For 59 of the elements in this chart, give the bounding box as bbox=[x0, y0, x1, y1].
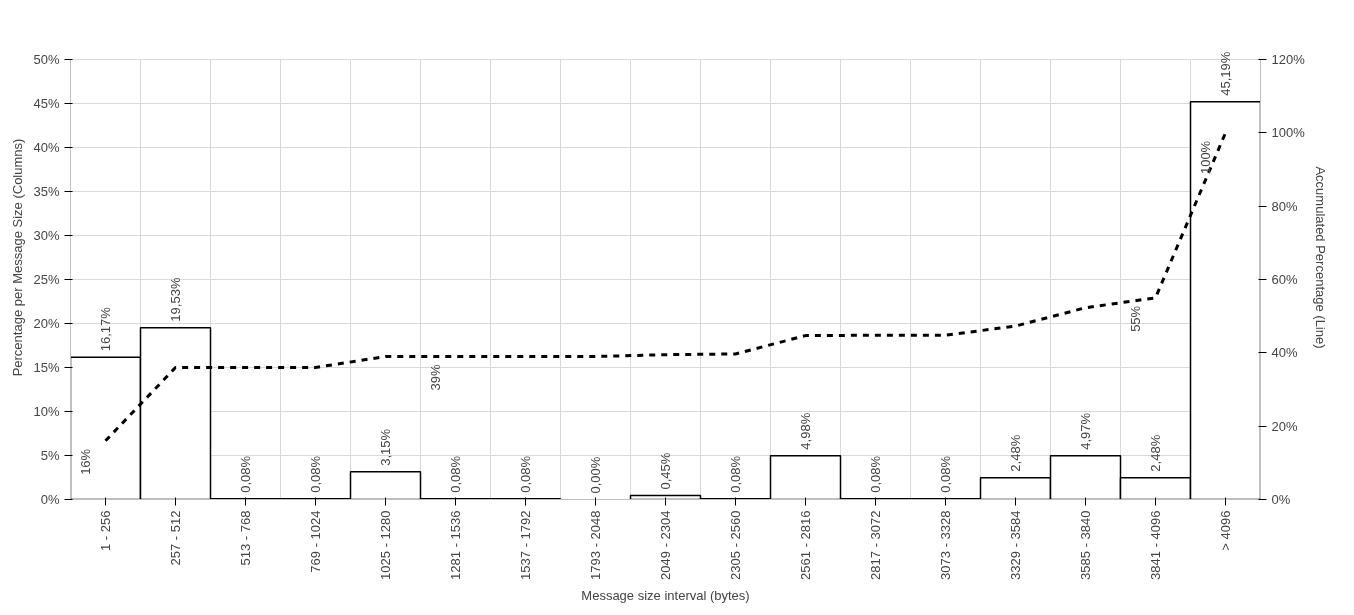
x-tick-label: 1 - 256 bbox=[98, 510, 113, 551]
data-label: 0,08% bbox=[238, 455, 253, 493]
y-tick-label: 30% bbox=[33, 228, 60, 243]
y2-tick-label: 100% bbox=[1271, 125, 1306, 141]
data-label: 39% bbox=[428, 364, 443, 391]
x-tick-label: 2305 - 2560 bbox=[728, 510, 743, 580]
x-axis-title: Message size interval (bytes) bbox=[581, 587, 750, 603]
x-tick-label: 513 - 768 bbox=[238, 510, 253, 566]
x-tick-label: 1537 - 1792 bbox=[518, 510, 533, 580]
data-label: 19,53% bbox=[168, 277, 183, 322]
data-label: 0,08% bbox=[448, 455, 463, 493]
data-label: 2,48% bbox=[1148, 434, 1163, 472]
data-label: 0,00% bbox=[588, 456, 603, 494]
data-label: 0,08% bbox=[728, 455, 743, 493]
x-tick-label: 2049 - 2304 bbox=[658, 510, 673, 580]
y-tick-label: 50% bbox=[33, 52, 60, 67]
data-label: 45,19% bbox=[1218, 51, 1233, 96]
y-tick-label: 40% bbox=[33, 140, 60, 155]
data-label: 3,15% bbox=[378, 428, 393, 466]
y2-tick-label: 20% bbox=[1271, 418, 1298, 434]
data-label: 0,45% bbox=[658, 452, 673, 490]
y-tick-label: 35% bbox=[33, 184, 60, 199]
x-tick-label: 3073 - 3328 bbox=[938, 510, 953, 580]
y-tick-label: 45% bbox=[33, 96, 60, 111]
data-label: 2,48% bbox=[1008, 434, 1023, 472]
data-label: 0,08% bbox=[518, 455, 533, 493]
data-label: 4,98% bbox=[798, 412, 813, 450]
y2-tick-label: 60% bbox=[1271, 272, 1298, 287]
y-tick-label: 20% bbox=[33, 316, 60, 331]
data-label: 0,08% bbox=[938, 455, 953, 493]
y2-tick-label: 40% bbox=[1271, 345, 1298, 361]
data-label: 0,08% bbox=[868, 455, 883, 493]
y-axis-title: Percentage per Message Size (Columns) bbox=[10, 138, 26, 377]
data-label: 100% bbox=[1198, 140, 1213, 175]
data-label: 4,97% bbox=[1078, 412, 1093, 450]
y-tick-label: 25% bbox=[33, 272, 60, 287]
x-tick-label: 2817 - 3072 bbox=[868, 510, 883, 580]
y2-tick-label: 80% bbox=[1271, 198, 1298, 214]
y-tick-label: 10% bbox=[33, 404, 60, 419]
x-tick-label: 257 - 512 bbox=[168, 510, 183, 566]
data-label: 16,17% bbox=[98, 306, 113, 352]
x-tick-label: > 4096 bbox=[1218, 510, 1233, 551]
x-tick-label: 1025 - 1280 bbox=[378, 510, 393, 580]
y2-axis-title: Accumulated Percentage (Line) bbox=[1312, 166, 1328, 349]
x-tick-label: 1793 - 2048 bbox=[588, 510, 603, 580]
x-tick-label: 3585 - 3840 bbox=[1078, 510, 1093, 580]
data-label: 0,08% bbox=[308, 455, 323, 493]
y2-tick-label: 120% bbox=[1271, 52, 1306, 67]
y-tick-label: 0% bbox=[40, 492, 60, 507]
y-tick-label: 15% bbox=[33, 360, 60, 375]
y2-tick-label: 0% bbox=[1271, 492, 1291, 507]
data-label: 16% bbox=[78, 448, 93, 475]
x-tick-label: 2561 - 2816 bbox=[798, 510, 813, 580]
x-tick-label: 769 - 1024 bbox=[308, 510, 323, 573]
x-tick-label: 1281 - 1536 bbox=[448, 510, 463, 580]
x-tick-label: 3329 - 3584 bbox=[1008, 510, 1023, 580]
x-tick-label: 3841 - 4096 bbox=[1148, 510, 1163, 580]
y-tick-label: 5% bbox=[40, 448, 60, 463]
data-label: 55% bbox=[1128, 305, 1143, 332]
